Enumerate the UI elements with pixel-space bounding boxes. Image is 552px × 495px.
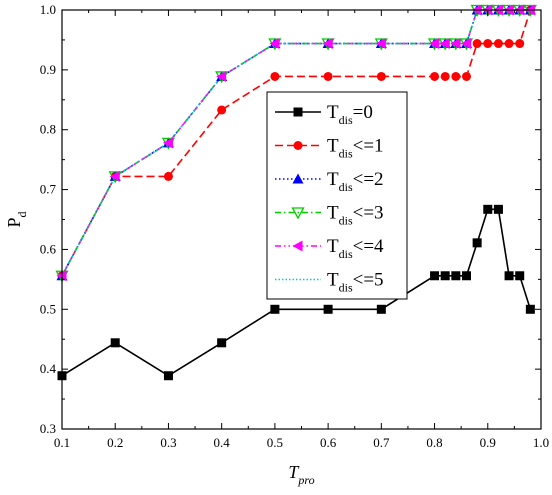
y-tick-label: 0.5 <box>40 301 56 316</box>
legend-label-0: Tdis=0 <box>327 102 373 127</box>
x-tick-label: 0.7 <box>373 435 390 450</box>
legend-marker-2 <box>292 173 304 184</box>
data-point-0 <box>217 338 227 348</box>
data-point-1 <box>430 71 440 81</box>
x-tick-label: 0.9 <box>480 435 496 450</box>
data-point-0 <box>483 204 493 214</box>
data-point-1 <box>483 39 493 49</box>
data-point-4 <box>439 38 450 50</box>
data-point-0 <box>472 238 482 248</box>
data-point-1 <box>323 71 333 81</box>
data-point-1 <box>451 71 461 81</box>
x-axis-title: Tpro <box>288 462 314 487</box>
data-point-4 <box>216 70 227 82</box>
axis-ticks: 0.1 0.2 0.3 0.4 0.5 0.6 0.7 0.8 0.9 1.0 0.3 0.4 0.5 0… <box>40 2 549 450</box>
data-point-0 <box>525 304 535 314</box>
y-tick-label: 0.9 <box>40 62 56 77</box>
data-point-0 <box>515 271 525 281</box>
legend-label-1: Tdis<=1 <box>327 136 384 161</box>
data-point-0 <box>110 338 120 348</box>
x-tick-label: 0.2 <box>107 435 123 450</box>
x-tick-label: 0.4 <box>214 435 231 450</box>
legend-label-2: Tdis<=2 <box>327 169 384 194</box>
data-point-0 <box>440 271 450 281</box>
data-point-4 <box>109 170 120 182</box>
y-tick-label: 0.3 <box>40 421 56 436</box>
data-point-4 <box>322 38 333 50</box>
data-point-4 <box>460 38 471 50</box>
legend-marker-0 <box>293 107 303 117</box>
x-tick-label: 0.5 <box>267 435 283 450</box>
x-tick-label: 0.8 <box>426 435 442 450</box>
data-point-1 <box>440 71 450 81</box>
data-point-1 <box>472 39 482 49</box>
data-point-0 <box>493 204 503 214</box>
data-point-1 <box>461 71 471 81</box>
data-point-1 <box>515 39 525 49</box>
data-point-4 <box>450 38 461 50</box>
y-tick-label: 0.7 <box>40 182 57 197</box>
legend: Tdis=0 Tdis<=1 Tdis<=2 Tdis<=3 Tdis<=4 Tdis<=… <box>266 91 408 300</box>
y-tick-label: 1.0 <box>40 2 56 17</box>
data-point-0 <box>461 271 471 281</box>
data-point-1 <box>163 171 173 181</box>
x-tick-label: 1.0 <box>533 435 549 450</box>
legend-marker-1 <box>293 141 303 150</box>
legend-label-5: Tdis<=5 <box>327 270 384 295</box>
data-point-1 <box>217 105 227 115</box>
y-tick-label: 0.8 <box>40 122 56 137</box>
data-point-0 <box>163 371 173 381</box>
data-point-0 <box>451 271 461 281</box>
data-point-1 <box>270 71 280 81</box>
data-point-1 <box>376 71 386 81</box>
data-point-0 <box>504 271 514 281</box>
x-tick-label: 0.1 <box>54 435 70 450</box>
y-tick-label: 0.4 <box>40 361 57 376</box>
y-tick-label: 0.6 <box>40 241 57 256</box>
data-point-4 <box>429 38 440 50</box>
data-point-0 <box>376 304 386 314</box>
legend-label-3: Tdis<=3 <box>327 203 384 228</box>
legend-box <box>266 91 408 300</box>
data-point-1 <box>493 39 503 49</box>
data-point-0 <box>270 304 280 314</box>
x-tick-label: 0.6 <box>320 435 337 450</box>
data-point-4 <box>375 38 386 50</box>
data-point-0 <box>323 304 333 314</box>
data-point-4 <box>162 137 173 149</box>
legend-marker-4 <box>292 240 303 252</box>
y-axis-title: Pd <box>4 211 29 227</box>
legend-marker-3 <box>291 207 305 220</box>
x-tick-label: 0.3 <box>160 435 176 450</box>
data-point-1 <box>504 39 514 49</box>
data-point-4 <box>269 38 280 50</box>
legend-label-4: Tdis<=4 <box>327 236 384 261</box>
data-point-0 <box>430 271 440 281</box>
